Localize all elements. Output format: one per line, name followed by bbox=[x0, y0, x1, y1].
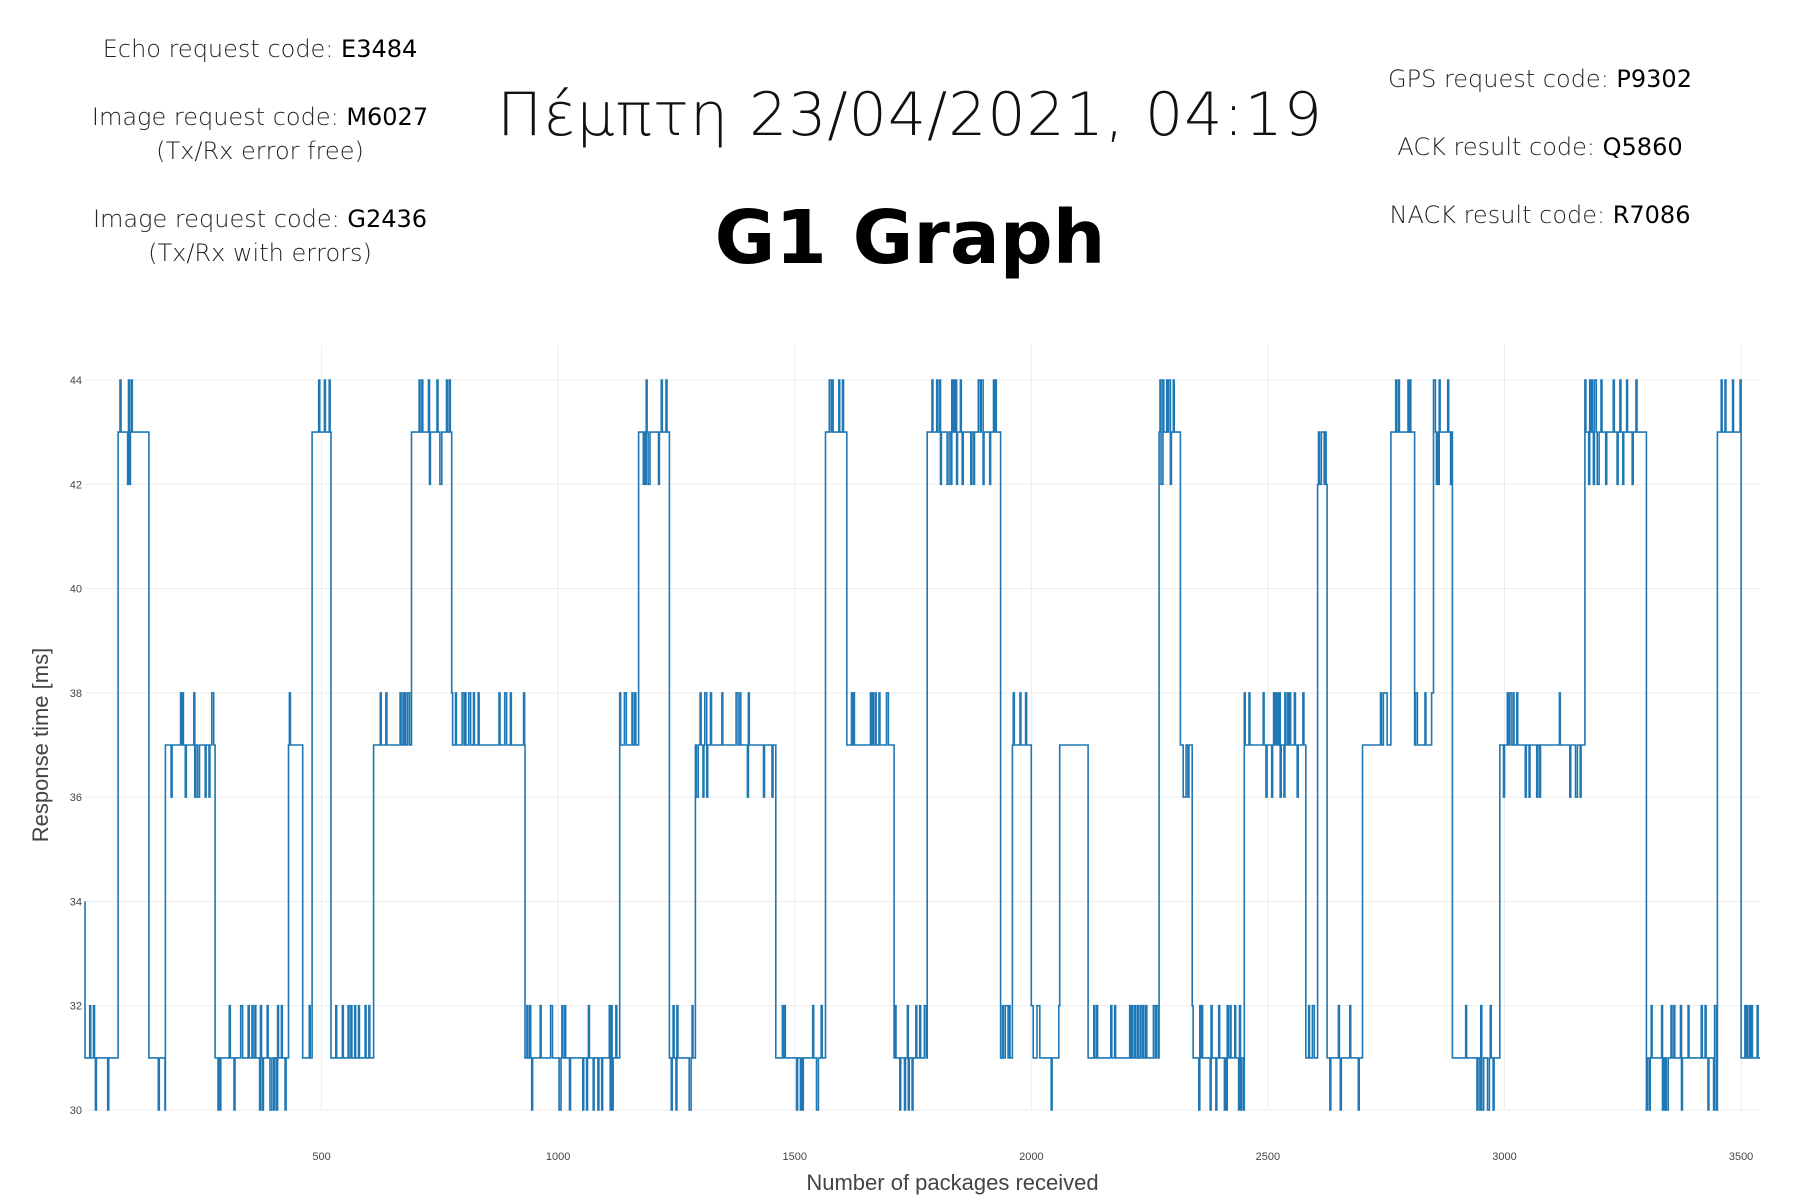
right-info-code: P9302 bbox=[1616, 65, 1692, 93]
y-tick-label: 42 bbox=[70, 479, 82, 491]
x-tick-label: 1500 bbox=[783, 1151, 807, 1163]
left-info-note: (Tx/Rx error free) bbox=[156, 137, 364, 165]
left-info-item: Image request code: G2436 (Tx/Rx with err… bbox=[70, 202, 450, 270]
left-info-item: Echo request code: E3484 bbox=[70, 32, 450, 66]
y-tick-label: 32 bbox=[70, 1001, 82, 1013]
x-tick-label: 2500 bbox=[1256, 1151, 1280, 1163]
right-info-label: ACK result code: bbox=[1397, 133, 1603, 161]
x-tick-label: 500 bbox=[312, 1151, 330, 1163]
response-time-chart: 30 32 34 36 38 40 42 44 500 1000 1500 2000 2500 3000 3… bbox=[28, 345, 1760, 1195]
right-info-item: GPS request code: P9302 bbox=[1340, 62, 1740, 96]
y-tick-label: 38 bbox=[70, 688, 82, 700]
y-tick-label: 44 bbox=[70, 375, 82, 387]
right-info-item: ACK result code: Q5860 bbox=[1340, 130, 1740, 164]
x-tick-label: 3500 bbox=[1729, 1151, 1753, 1163]
x-tick-label: 3000 bbox=[1492, 1151, 1516, 1163]
left-info-note: (Tx/Rx with errors) bbox=[148, 239, 372, 267]
x-tick-label: 1000 bbox=[546, 1151, 570, 1163]
right-info-code: R7086 bbox=[1612, 201, 1691, 229]
left-info-label: Image request code: bbox=[91, 103, 347, 131]
graph-title: G1 Graph bbox=[714, 195, 1106, 281]
y-tick-label: 36 bbox=[70, 792, 82, 804]
left-info-code: G2436 bbox=[347, 205, 428, 233]
y-tick-label: 34 bbox=[70, 896, 82, 908]
left-info-code: E3484 bbox=[341, 35, 418, 63]
right-info-code: Q5860 bbox=[1602, 133, 1683, 161]
right-info-label: GPS request code: bbox=[1388, 65, 1617, 93]
series-line bbox=[84, 379, 1760, 1111]
datetime-heading: Πέμπτη 23/04/2021, 04:19 bbox=[497, 80, 1323, 150]
left-info-label: Image request code: bbox=[92, 205, 348, 233]
right-info-label: NACK result code: bbox=[1389, 201, 1613, 229]
left-info-code: M6027 bbox=[346, 103, 429, 131]
right-info-panel: GPS request code: P9302 ACK result code: … bbox=[1340, 62, 1740, 266]
y-tick-label: 40 bbox=[70, 584, 82, 596]
right-info-item: NACK result code: R7086 bbox=[1340, 198, 1740, 232]
y-tick-label: 30 bbox=[70, 1105, 82, 1117]
left-info-panel: Echo request code: E3484 Image request co… bbox=[70, 32, 450, 304]
x-axis-title: Number of packages received bbox=[806, 1170, 1098, 1195]
y-axis-title: Response time [ms] bbox=[28, 648, 53, 842]
left-info-item: Image request code: M6027 (Tx/Rx error fr… bbox=[70, 100, 450, 168]
left-info-label: Echo request code: bbox=[102, 35, 342, 63]
x-tick-label: 2000 bbox=[1019, 1151, 1043, 1163]
